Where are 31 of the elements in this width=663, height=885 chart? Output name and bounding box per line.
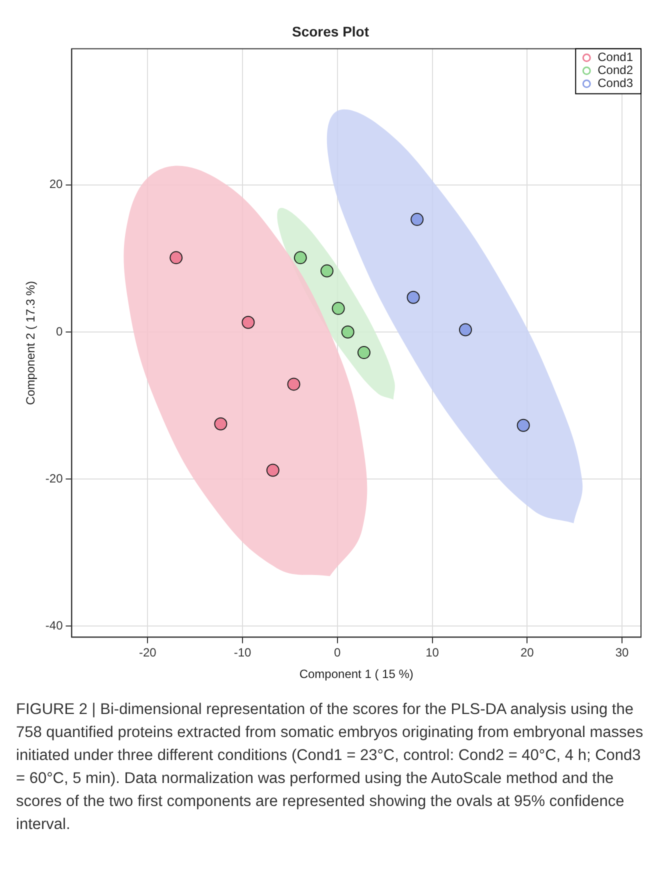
point — [516, 418, 530, 432]
point — [320, 264, 334, 278]
legend-label: Cond3 — [598, 76, 634, 90]
y-tick-label: -40 — [45, 618, 64, 632]
point — [341, 325, 354, 338]
y-tick-label: 0 — [56, 324, 64, 338]
legend-label: Cond1 — [598, 50, 634, 64]
x-tick-label: 30 — [615, 646, 630, 660]
point — [214, 417, 228, 430]
y-tick-label: 20 — [49, 177, 64, 192]
x-axis-title: Component 1 ( 15 %) — [299, 667, 414, 682]
caption: FIGURE 2 | Bi-dimensional representation of the scores for the PLS-DA analysis using the 758 quantified proteins extracted from somatic embryos originating from embryonal masses initiated under three different conditions (Cond1 = 23°C, control: Cond2 = 40°C, 4 h; Cond3 = 60°C, 5 min). Data normalization was performed using the AutoScale method and the scores of the two first components are represented showing the ovals at 95% confidence interval. — [16, 700, 644, 835]
y-tick-label: -20 — [45, 471, 64, 486]
legend-label: Cond2 — [598, 63, 634, 78]
x-tick-label: -10 — [234, 646, 252, 660]
x-tick-label: -20 — [138, 646, 157, 660]
point — [170, 251, 183, 264]
y-axis-title: Component 2 ( 17.3 %) — [24, 280, 38, 406]
point — [242, 316, 255, 329]
point — [357, 346, 370, 360]
point — [294, 251, 307, 264]
x-tick-label: 0 — [334, 646, 342, 660]
chart-title: Scores Plot — [292, 23, 370, 40]
point — [266, 464, 280, 477]
point — [287, 378, 300, 391]
point — [458, 323, 472, 336]
x-tick-label: 20 — [520, 646, 534, 660]
point — [410, 212, 424, 226]
point — [332, 302, 345, 315]
point — [406, 290, 420, 304]
x-tick-label: 10 — [426, 646, 440, 660]
